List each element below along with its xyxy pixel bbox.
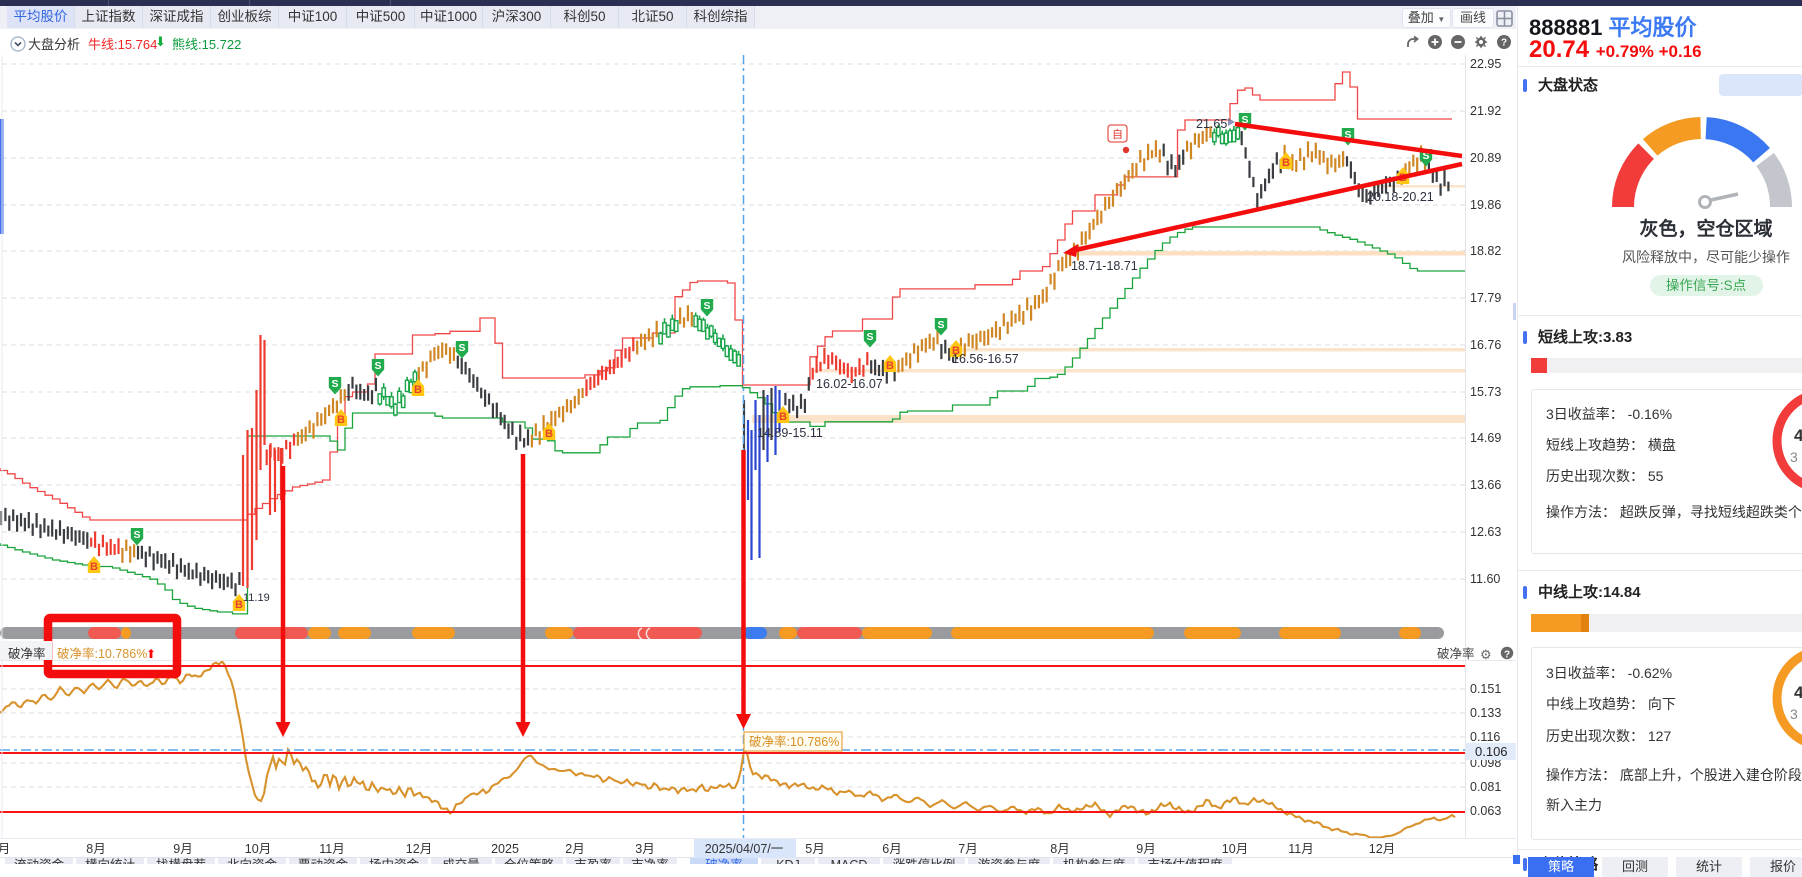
svg-text:10月: 10月 — [245, 842, 271, 856]
svg-text:2025: 2025 — [491, 842, 519, 856]
svg-text:12月: 12月 — [1369, 842, 1395, 856]
svg-text:破净率: 破净率 — [8, 646, 46, 661]
svg-text:S: S — [937, 319, 944, 331]
svg-text:12.63: 12.63 — [1470, 525, 1501, 539]
svg-text:6月: 6月 — [882, 842, 901, 856]
svg-text:B: B — [90, 561, 98, 573]
svg-text:B: B — [1282, 157, 1290, 169]
svg-text:2月: 2月 — [565, 842, 584, 856]
svg-text:11月: 11月 — [319, 842, 344, 856]
svg-text:3: 3 — [1790, 449, 1798, 465]
svg-text:场中资金: 场中资金 — [369, 857, 420, 864]
svg-text:B: B — [952, 345, 960, 357]
svg-text:2025/04/07/一: 2025/04/07/一 — [705, 842, 784, 856]
svg-text:8月: 8月 — [1050, 842, 1069, 856]
svg-text:S: S — [703, 300, 710, 312]
svg-text:S: S — [1422, 150, 1429, 162]
svg-text:16.76: 16.76 — [1470, 338, 1501, 352]
svg-text:16.02-16.07: 16.02-16.07 — [816, 377, 883, 391]
svg-text:S: S — [458, 342, 465, 354]
svg-text:0.133: 0.133 — [1470, 706, 1501, 720]
svg-text:8月: 8月 — [86, 842, 105, 856]
svg-text:B: B — [235, 599, 243, 611]
svg-text:21.92: 21.92 — [1470, 104, 1501, 118]
svg-text:?: ? — [1504, 650, 1510, 661]
svg-text:市场估值程度: 市场估值程度 — [1147, 857, 1223, 864]
svg-text:S: S — [331, 378, 338, 390]
svg-text:9月: 9月 — [1136, 842, 1155, 856]
svg-text:5月: 5月 — [805, 842, 824, 856]
svg-text:0.116: 0.116 — [1470, 730, 1500, 744]
svg-text:16.56-16.57: 16.56-16.57 — [952, 352, 1019, 366]
svg-text:北向资金: 北向资金 — [227, 857, 278, 864]
svg-text:15.73: 15.73 — [1470, 385, 1501, 399]
svg-text:操作信号:S点: 操作信号:S点 — [1666, 278, 1746, 293]
svg-text:破净率: 破净率 — [705, 857, 743, 864]
svg-text:B: B — [414, 384, 422, 396]
svg-text:市净率: 市净率 — [631, 857, 669, 864]
svg-text:仓位策略: 仓位策略 — [504, 857, 555, 864]
svg-text:13.66: 13.66 — [1470, 478, 1501, 492]
svg-text:B: B — [886, 360, 894, 372]
svg-text:票动资金: 票动资金 — [298, 857, 349, 864]
svg-text:20.18-20.21: 20.18-20.21 — [1367, 190, 1434, 204]
svg-text:流动资金: 流动资金 — [14, 857, 65, 864]
svg-text:S: S — [1344, 129, 1351, 141]
svg-text:21.65: 21.65 — [1196, 117, 1227, 131]
svg-text:风险释放中，尽可能少操作: 风险释放中，尽可能少操作 — [1622, 249, 1790, 265]
svg-text:0.106: 0.106 — [1475, 744, 1508, 759]
svg-text:11月: 11月 — [1288, 842, 1313, 856]
svg-text:自: 自 — [1112, 128, 1123, 141]
svg-text:18.82: 18.82 — [1470, 244, 1501, 258]
svg-text:⬆: ⬆ — [146, 647, 156, 661]
svg-text:S: S — [133, 529, 140, 541]
svg-text:9月: 9月 — [173, 842, 192, 856]
svg-text:月: 月 — [0, 842, 10, 856]
svg-text:成交量: 成交量 — [442, 857, 480, 864]
svg-text:灰色，空仓区域: 灰色，空仓区域 — [1639, 217, 1772, 240]
svg-text:横向统计: 横向统计 — [85, 857, 135, 864]
svg-text:游资参与度: 游资参与度 — [978, 857, 1041, 864]
svg-text:机构参与度: 机构参与度 — [1063, 857, 1126, 864]
svg-text:KDJ: KDJ — [776, 858, 800, 864]
svg-text:10月: 10月 — [1222, 842, 1248, 856]
svg-text:4: 4 — [1794, 683, 1802, 702]
svg-text:22.95: 22.95 — [1470, 57, 1501, 71]
svg-text:破净率:10.786%: 破净率:10.786% — [749, 734, 839, 749]
svg-text:破净率:10.786%: 破净率:10.786% — [57, 646, 147, 661]
svg-text:S: S — [374, 360, 381, 372]
svg-text:3: 3 — [1790, 706, 1798, 722]
svg-text:找横盘茬: 找横盘茬 — [156, 857, 206, 864]
svg-text:14.69: 14.69 — [1470, 431, 1501, 445]
svg-text:11.60: 11.60 — [1470, 572, 1500, 586]
svg-text:17.79: 17.79 — [1470, 291, 1501, 305]
svg-text:⚙: ⚙ — [1480, 647, 1492, 662]
svg-text:涨跌停比例: 涨跌停比例 — [893, 857, 956, 864]
svg-text:B: B — [779, 411, 787, 423]
svg-text:S: S — [1241, 114, 1248, 126]
svg-text:0.081: 0.081 — [1470, 780, 1501, 794]
svg-text:B: B — [545, 428, 553, 440]
svg-text:4: 4 — [1794, 426, 1802, 445]
svg-text:S: S — [866, 331, 873, 343]
svg-text:12月: 12月 — [406, 842, 432, 856]
svg-text:0.063: 0.063 — [1470, 804, 1501, 818]
svg-text:7月: 7月 — [958, 842, 977, 856]
svg-text:11.19: 11.19 — [243, 592, 270, 604]
svg-text:?: ? — [1501, 38, 1507, 49]
svg-text:B: B — [337, 414, 345, 426]
svg-text:19.86: 19.86 — [1470, 198, 1501, 212]
svg-text:破净率: 破净率 — [1437, 646, 1475, 661]
svg-text:市盈率: 市盈率 — [574, 857, 612, 864]
svg-text:0.151: 0.151 — [1470, 682, 1501, 696]
svg-text:14.89-15.11: 14.89-15.11 — [757, 426, 823, 440]
svg-text:18.71-18.71: 18.71-18.71 — [1071, 259, 1138, 273]
svg-text:MACD: MACD — [831, 858, 868, 864]
svg-text:20.89: 20.89 — [1470, 151, 1501, 165]
svg-text:3月: 3月 — [635, 842, 654, 856]
